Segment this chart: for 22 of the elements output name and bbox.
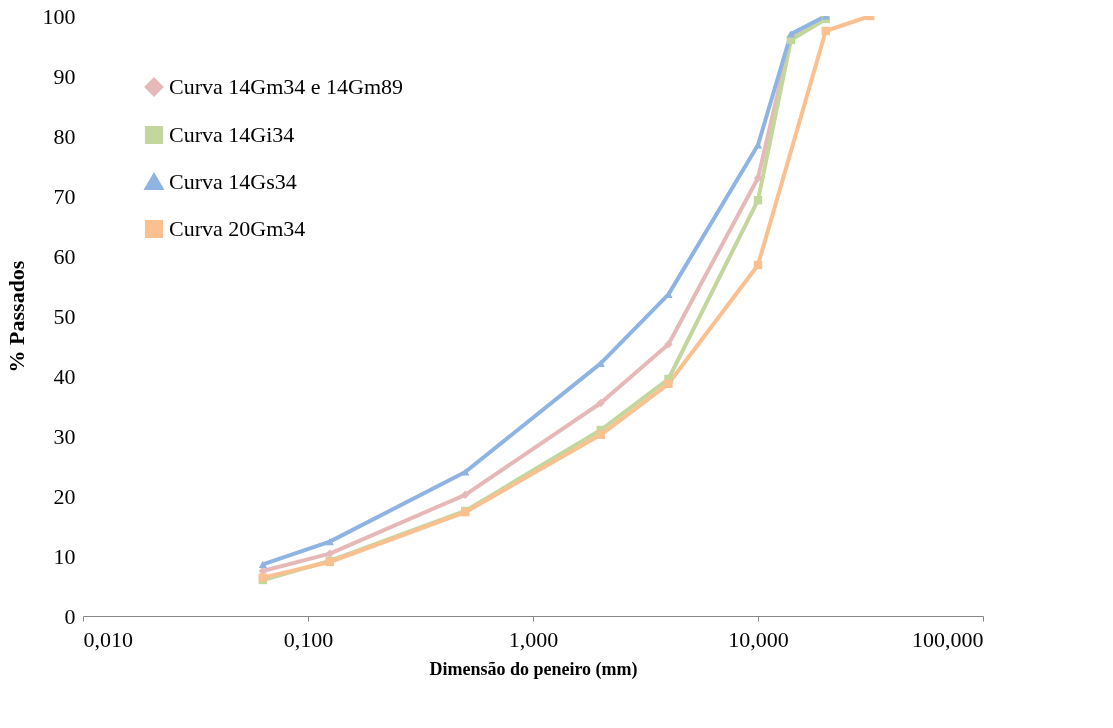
- legend-label: Curva 20Gm34: [169, 216, 306, 241]
- y-tick-label: 40: [53, 363, 76, 389]
- legend-label: Curva 14Gi34: [169, 122, 295, 147]
- x-tick-label: 0,010: [83, 626, 133, 652]
- y-tick-label: 100: [42, 3, 76, 29]
- x-tick-label: 0,100: [283, 626, 334, 652]
- x-tick-label: 1,000: [508, 626, 559, 652]
- x-tick-label: 10,000: [728, 626, 789, 652]
- x-axis-title: Dimensão do peneiro (mm): [429, 658, 638, 680]
- y-tick-label: 50: [53, 303, 76, 329]
- y-tick-label: 30: [53, 423, 76, 449]
- y-tick-label: 70: [53, 183, 76, 209]
- legend-label: Curva 14Gs34: [169, 169, 297, 194]
- y-tick-label: 80: [53, 123, 76, 149]
- y-tick-label: 90: [53, 63, 76, 89]
- x-tick-label: 100,000: [912, 626, 984, 652]
- y-tick-label: 0: [64, 603, 76, 629]
- y-tick-label: 10: [53, 543, 76, 569]
- legend-label: Curva 14Gm34 e 14Gm89: [169, 74, 404, 99]
- y-tick-label: 20: [53, 483, 76, 509]
- y-tick-label: 60: [53, 243, 76, 269]
- y-axis-title: % Passados: [3, 260, 29, 373]
